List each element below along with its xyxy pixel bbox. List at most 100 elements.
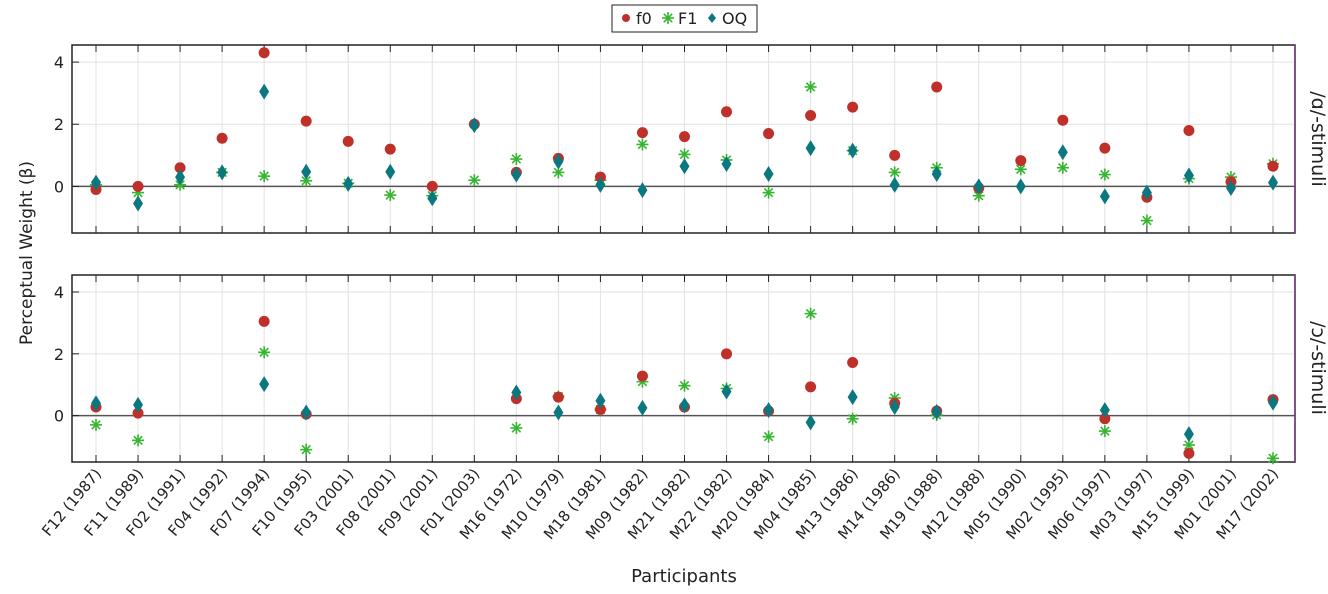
point-F1-F11 bbox=[132, 434, 145, 447]
y-axis-label: Perceptual Weight (β) bbox=[17, 161, 37, 345]
point-F1-M20 bbox=[762, 186, 775, 199]
point-f0-F11 bbox=[132, 180, 144, 192]
point-f0-M18 bbox=[594, 403, 606, 415]
point-OQ-M17 bbox=[1268, 174, 1278, 191]
point-f0-F08 bbox=[384, 143, 396, 155]
point-OQ-M03 bbox=[1141, 184, 1152, 201]
panel-1: 0 2 4 bbox=[54, 274, 1296, 465]
point-f0-M21 bbox=[679, 131, 690, 143]
point-f0-M05 bbox=[1015, 155, 1027, 167]
point-OQ-M21 bbox=[679, 397, 690, 414]
point-OQ-M16 bbox=[511, 384, 522, 401]
y-tick-label: 2 bbox=[54, 345, 64, 364]
point-F1-F10 bbox=[300, 443, 313, 456]
legend-marker-OQ bbox=[708, 13, 716, 23]
point-F1-M16 bbox=[510, 422, 523, 434]
point-OQ-M20 bbox=[763, 165, 774, 182]
point-F1-M09 bbox=[636, 138, 649, 151]
point-OQ-F11 bbox=[133, 396, 144, 413]
point-OQ-M09 bbox=[637, 399, 648, 416]
point-f0-M20 bbox=[763, 128, 775, 140]
point-OQ-M13 bbox=[847, 389, 858, 406]
point-F1-M17 bbox=[1267, 452, 1279, 465]
point-f0-F02 bbox=[174, 162, 186, 174]
point-F1-F12 bbox=[90, 418, 102, 431]
y-tick-label: 2 bbox=[54, 115, 64, 134]
point-F1-M20 bbox=[762, 430, 775, 443]
point-f0-F07 bbox=[258, 47, 270, 59]
legend-marker-f0 bbox=[622, 14, 630, 22]
point-F1-M06 bbox=[1098, 425, 1111, 438]
y-tick-label: 4 bbox=[54, 53, 64, 72]
point-F1-M04 bbox=[804, 307, 817, 320]
point-OQ-F10 bbox=[301, 404, 312, 421]
point-f0-M17 bbox=[1267, 160, 1279, 172]
point-F1-M04 bbox=[804, 80, 817, 93]
point-OQ-F03 bbox=[343, 175, 354, 192]
point-OQ-F12 bbox=[91, 395, 101, 412]
point-OQ-F12 bbox=[91, 174, 101, 191]
point-f0-M04 bbox=[805, 381, 817, 393]
point-OQ-M15 bbox=[1183, 167, 1194, 184]
point-f0-F07 bbox=[258, 315, 270, 327]
point-OQ-F07 bbox=[259, 83, 270, 100]
point-OQ-M14 bbox=[889, 398, 900, 415]
point-f0-M09 bbox=[636, 370, 648, 382]
point-OQ-F01 bbox=[469, 117, 480, 134]
point-OQ-F08 bbox=[385, 163, 396, 180]
point-OQ-M09 bbox=[637, 182, 648, 199]
point-OQ-M05 bbox=[1015, 178, 1026, 195]
point-OQ-F09 bbox=[427, 190, 438, 207]
point-F1-F07 bbox=[258, 170, 271, 183]
point-f0-M09 bbox=[636, 127, 648, 139]
legend-label-f0: f0 bbox=[636, 9, 652, 28]
point-OQ-M14 bbox=[889, 176, 900, 193]
point-F1-F08 bbox=[384, 189, 397, 202]
legend-label-OQ: OQ bbox=[722, 9, 747, 28]
point-f0-F03 bbox=[342, 135, 354, 147]
point-OQ-F07 bbox=[259, 376, 270, 393]
point-OQ-M06 bbox=[1099, 188, 1110, 205]
legend: f0 F1 OQ bbox=[611, 4, 758, 33]
point-OQ-M13 bbox=[847, 142, 858, 159]
point-OQ-M18 bbox=[595, 392, 606, 409]
point-f0-M14 bbox=[889, 149, 901, 161]
y-tick-label: 4 bbox=[54, 283, 64, 302]
point-OQ-M01 bbox=[1225, 179, 1236, 196]
point-OQ-M17 bbox=[1268, 394, 1278, 411]
point-OQ-M21 bbox=[679, 158, 690, 175]
point-OQ-M06 bbox=[1099, 402, 1110, 419]
point-OQ-M10 bbox=[553, 404, 564, 421]
panel-label-a-stimuli: /ɑ/-stimuli bbox=[1307, 91, 1328, 186]
y-tick-label: 0 bbox=[54, 407, 64, 426]
point-OQ-M04 bbox=[805, 140, 816, 157]
x-axis-label: Participants bbox=[631, 566, 737, 587]
point-OQ-F10 bbox=[301, 163, 312, 180]
point-f0-M06 bbox=[1099, 413, 1111, 425]
point-f0-F10 bbox=[300, 115, 312, 127]
point-f0-M22 bbox=[721, 106, 733, 118]
y-tick-label: 0 bbox=[54, 177, 64, 196]
point-f0-M19 bbox=[931, 81, 943, 93]
point-f0-M15 bbox=[1183, 447, 1195, 459]
legend-marker-F1 bbox=[662, 12, 674, 24]
legend-asterisk-F1 bbox=[662, 12, 674, 24]
point-F1-F01 bbox=[468, 174, 481, 187]
point-F1-M06 bbox=[1098, 168, 1111, 181]
point-F1-M13 bbox=[846, 412, 859, 425]
point-OQ-M19 bbox=[931, 165, 942, 182]
point-f0-M06 bbox=[1099, 142, 1111, 154]
point-OQ-M10 bbox=[553, 153, 564, 170]
point-f0-M04 bbox=[805, 110, 817, 122]
point-OQ-M22 bbox=[721, 156, 732, 173]
point-f0-M22 bbox=[721, 348, 733, 360]
point-f0-M02 bbox=[1057, 114, 1069, 126]
point-OQ-M16 bbox=[511, 166, 522, 183]
point-f0-F11 bbox=[132, 407, 144, 419]
point-f0-M15 bbox=[1183, 124, 1195, 136]
point-f0-M13 bbox=[847, 101, 859, 113]
legend-label-F1: F1 bbox=[678, 9, 697, 28]
panel-0: 0 2 4 bbox=[54, 44, 1296, 234]
point-OQ-M22 bbox=[721, 383, 732, 400]
point-OQ-M19 bbox=[931, 403, 942, 420]
